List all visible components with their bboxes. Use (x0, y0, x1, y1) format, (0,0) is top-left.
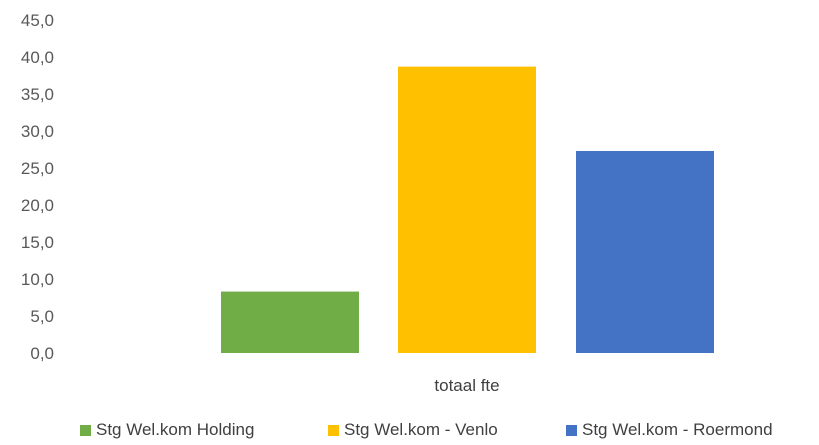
y-tick-label: 25,0 (21, 159, 54, 178)
y-tick-label: 35,0 (21, 85, 54, 104)
bar-venlo (398, 66, 536, 354)
legend-item-holding: Stg Wel.kom Holding (80, 420, 254, 440)
legend-label-holding: Stg Wel.kom Holding (96, 420, 255, 439)
legend-item-venlo: Stg Wel.kom - Venlo (328, 420, 498, 440)
category-labels: totaal fte (434, 376, 499, 395)
y-tick-label: 0,0 (30, 344, 54, 363)
y-tick-label: 10,0 (21, 270, 54, 289)
legend-label-roermond: Stg Wel.kom - Roermond (582, 420, 773, 439)
legend-swatch-roermond (566, 424, 577, 436)
bars (221, 66, 714, 354)
legend-item-roermond: Stg Wel.kom - Roermond (566, 420, 773, 440)
y-tick-label: 15,0 (21, 233, 54, 252)
y-tick-label: 40,0 (21, 48, 54, 67)
legend-label-venlo: Stg Wel.kom - Venlo (344, 420, 498, 439)
y-axis-ticks: 0,0 5,0 10,0 15,0 20,0 25,0 30,0 35,0 40,0 45,0 (21, 11, 54, 363)
y-tick-label: 30,0 (21, 122, 54, 141)
legend-swatch-venlo (328, 424, 339, 436)
bar-roermond (576, 150, 714, 353)
legend: Stg Wel.kom Holding Stg Wel.kom - Venlo … (0, 420, 819, 444)
y-tick-label: 5,0 (30, 307, 54, 326)
y-tick-label: 45,0 (21, 11, 54, 30)
bar-holding (221, 291, 359, 353)
y-tick-label: 20,0 (21, 196, 54, 215)
legend-swatch-holding (80, 424, 91, 436)
category-label: totaal fte (434, 376, 499, 395)
